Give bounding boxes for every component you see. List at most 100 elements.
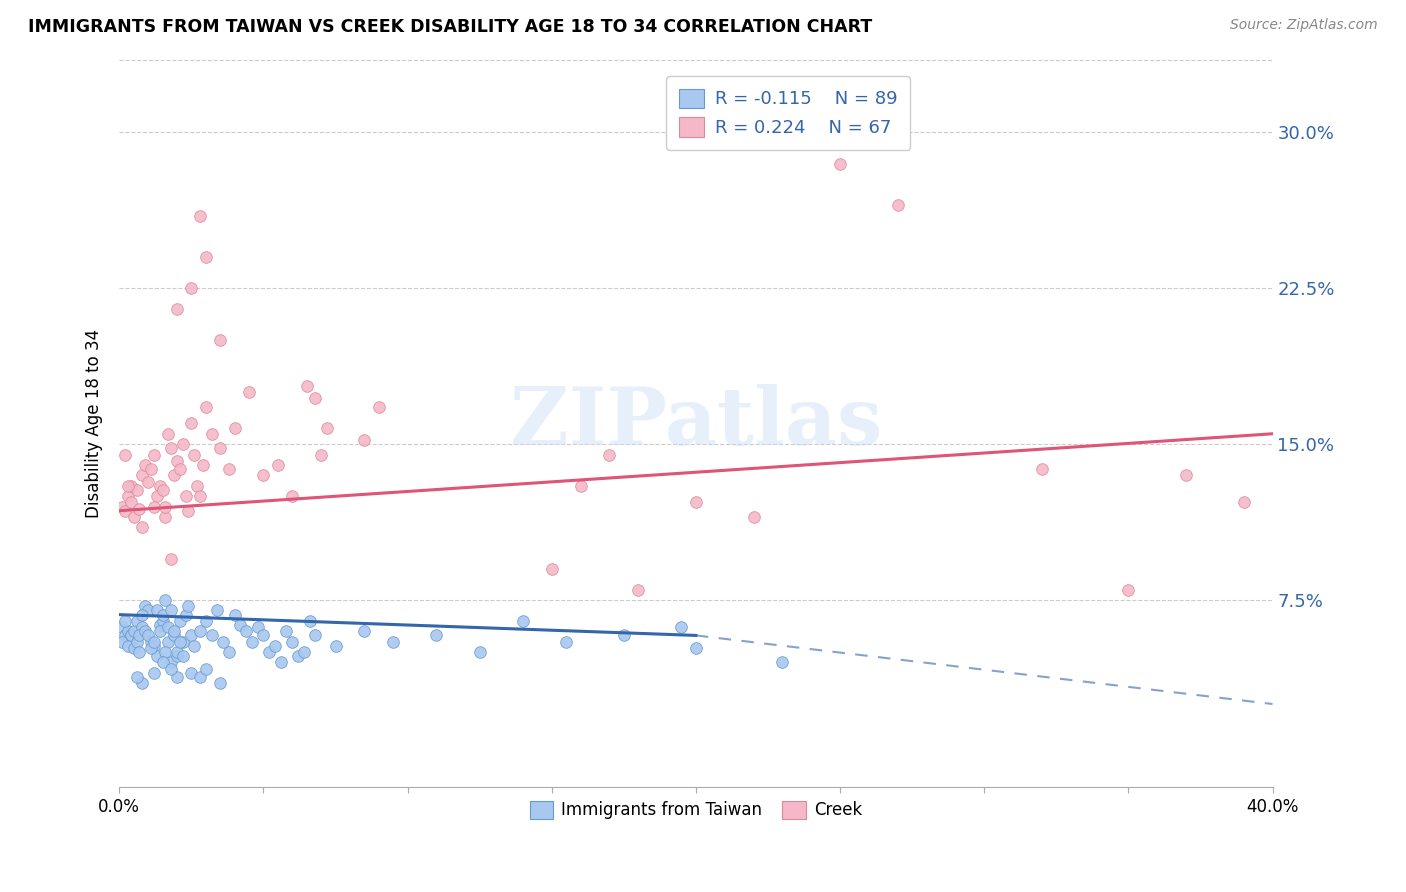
Point	[468, 645, 491, 659]
Point	[194, 400, 217, 414]
Point	[114, 448, 136, 462]
Point	[238, 385, 260, 400]
Point	[128, 501, 150, 516]
Point	[200, 426, 222, 441]
Point	[166, 649, 188, 664]
Point	[304, 628, 326, 642]
Point	[136, 628, 159, 642]
Point	[177, 504, 200, 518]
Point	[111, 620, 134, 634]
Point	[166, 301, 188, 316]
Point	[120, 628, 142, 642]
Point	[229, 618, 252, 632]
Point	[613, 628, 636, 642]
Point	[155, 510, 177, 524]
Point	[117, 639, 139, 653]
Point	[152, 483, 174, 497]
Point	[292, 645, 315, 659]
Point	[235, 624, 257, 639]
Point	[163, 628, 186, 642]
Point	[139, 462, 162, 476]
Point	[136, 603, 159, 617]
Point	[425, 628, 447, 642]
Point	[188, 489, 211, 503]
Point	[142, 448, 165, 462]
Point	[157, 620, 180, 634]
Point	[685, 495, 707, 509]
Point	[353, 433, 375, 447]
Point	[169, 614, 191, 628]
Point	[183, 639, 205, 653]
Point	[281, 634, 304, 648]
Point	[145, 603, 167, 617]
Point	[157, 426, 180, 441]
Point	[152, 607, 174, 622]
Point	[540, 562, 562, 576]
Point	[131, 620, 153, 634]
Point	[125, 634, 148, 648]
Point	[117, 479, 139, 493]
Point	[295, 379, 318, 393]
Point	[186, 479, 208, 493]
Point	[117, 489, 139, 503]
Point	[555, 634, 578, 648]
Point	[160, 603, 183, 617]
Point	[111, 634, 134, 648]
Point	[212, 634, 235, 648]
Point	[114, 628, 136, 642]
Point	[315, 420, 337, 434]
Point	[246, 620, 269, 634]
Point	[128, 645, 150, 659]
Point	[188, 209, 211, 223]
Point	[149, 618, 172, 632]
Point	[125, 614, 148, 628]
Point	[194, 614, 217, 628]
Point	[166, 645, 188, 659]
Point	[160, 662, 183, 676]
Point	[120, 495, 142, 509]
Point	[131, 676, 153, 690]
Point	[139, 634, 162, 648]
Point	[131, 607, 153, 622]
Point	[183, 448, 205, 462]
Point	[155, 645, 177, 659]
Point	[145, 489, 167, 503]
Point	[224, 420, 246, 434]
Point	[252, 468, 274, 483]
Point	[174, 607, 197, 622]
Point	[166, 454, 188, 468]
Point	[155, 500, 177, 514]
Point	[188, 670, 211, 684]
Point	[125, 483, 148, 497]
Point	[131, 520, 153, 534]
Point	[287, 649, 309, 664]
Point	[152, 614, 174, 628]
Point	[276, 624, 298, 639]
Point	[671, 620, 693, 634]
Point	[1175, 468, 1198, 483]
Point	[224, 607, 246, 622]
Point	[325, 639, 347, 653]
Text: ZIPatlas: ZIPatlas	[510, 384, 882, 462]
Point	[569, 479, 592, 493]
Point	[120, 628, 142, 642]
Point	[180, 628, 202, 642]
Point	[122, 624, 145, 639]
Point	[180, 417, 202, 431]
Point	[145, 649, 167, 664]
Point	[207, 603, 229, 617]
Point	[149, 479, 172, 493]
Point	[142, 634, 165, 648]
Point	[163, 624, 186, 639]
Point	[257, 645, 280, 659]
Text: IMMIGRANTS FROM TAIWAN VS CREEK DISABILITY AGE 18 TO 34 CORRELATION CHART: IMMIGRANTS FROM TAIWAN VS CREEK DISABILI…	[28, 18, 872, 36]
Point	[157, 634, 180, 648]
Point	[166, 670, 188, 684]
Point	[139, 640, 162, 655]
Point	[742, 510, 765, 524]
Point	[111, 500, 134, 514]
Point	[172, 649, 194, 664]
Point	[188, 624, 211, 639]
Point	[200, 628, 222, 642]
Point	[160, 656, 183, 670]
